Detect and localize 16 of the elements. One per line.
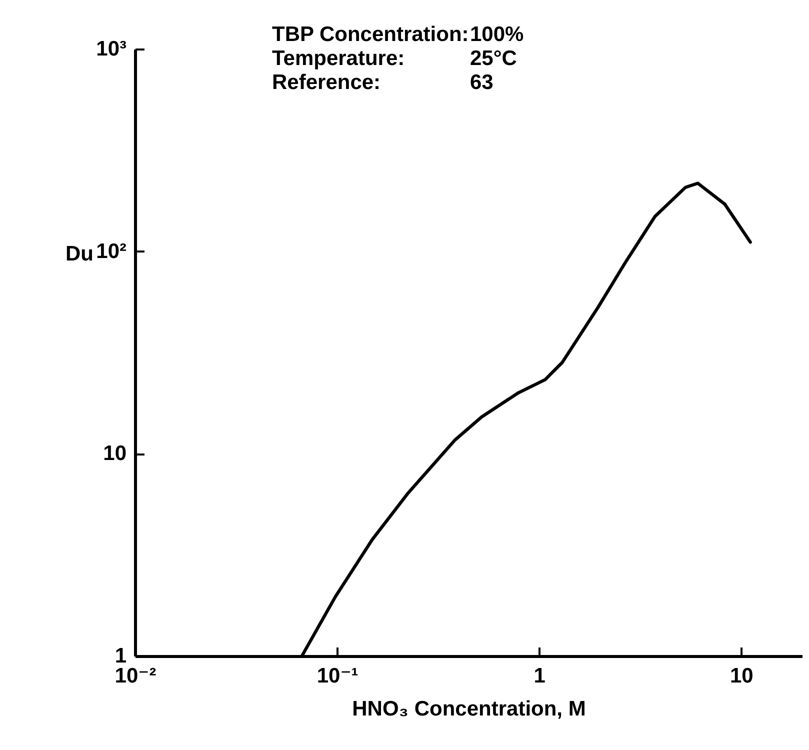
y-tick-label: 1 (114, 644, 127, 668)
x-tick-label: 10⁻² (114, 664, 156, 688)
x-axis-title: HNO₃ Concentration, M (352, 698, 586, 720)
y-tick-label: 10³ (96, 38, 126, 60)
x-tick-label: 10 (730, 664, 754, 688)
x-tick-label: 1 (534, 664, 546, 688)
y-tick-label: 10² (96, 240, 126, 263)
y-tick-label: 10 (103, 442, 126, 466)
text: 100% (470, 23, 524, 46)
annotation: Reference: (272, 71, 381, 94)
x-tick-label: 10⁻¹ (316, 664, 358, 688)
annotation: 25°C (470, 47, 517, 70)
annotation: Temperature: (272, 47, 405, 70)
text: TBP Concentration: (272, 23, 469, 46)
y-axis-title: Du (66, 242, 94, 266)
annotation: 63 (470, 71, 494, 94)
